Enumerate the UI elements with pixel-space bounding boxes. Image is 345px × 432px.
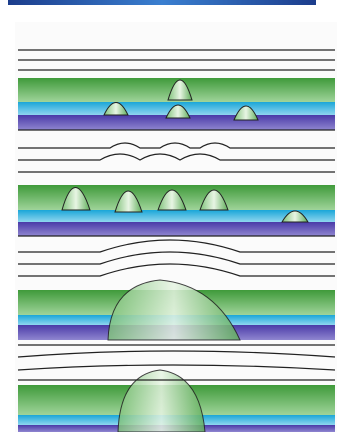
- section-3: [17, 239, 336, 371]
- photo-edge: [8, 0, 316, 5]
- section-2: [18, 142, 335, 237]
- section-4: [18, 369, 335, 432]
- section-1: [18, 49, 335, 131]
